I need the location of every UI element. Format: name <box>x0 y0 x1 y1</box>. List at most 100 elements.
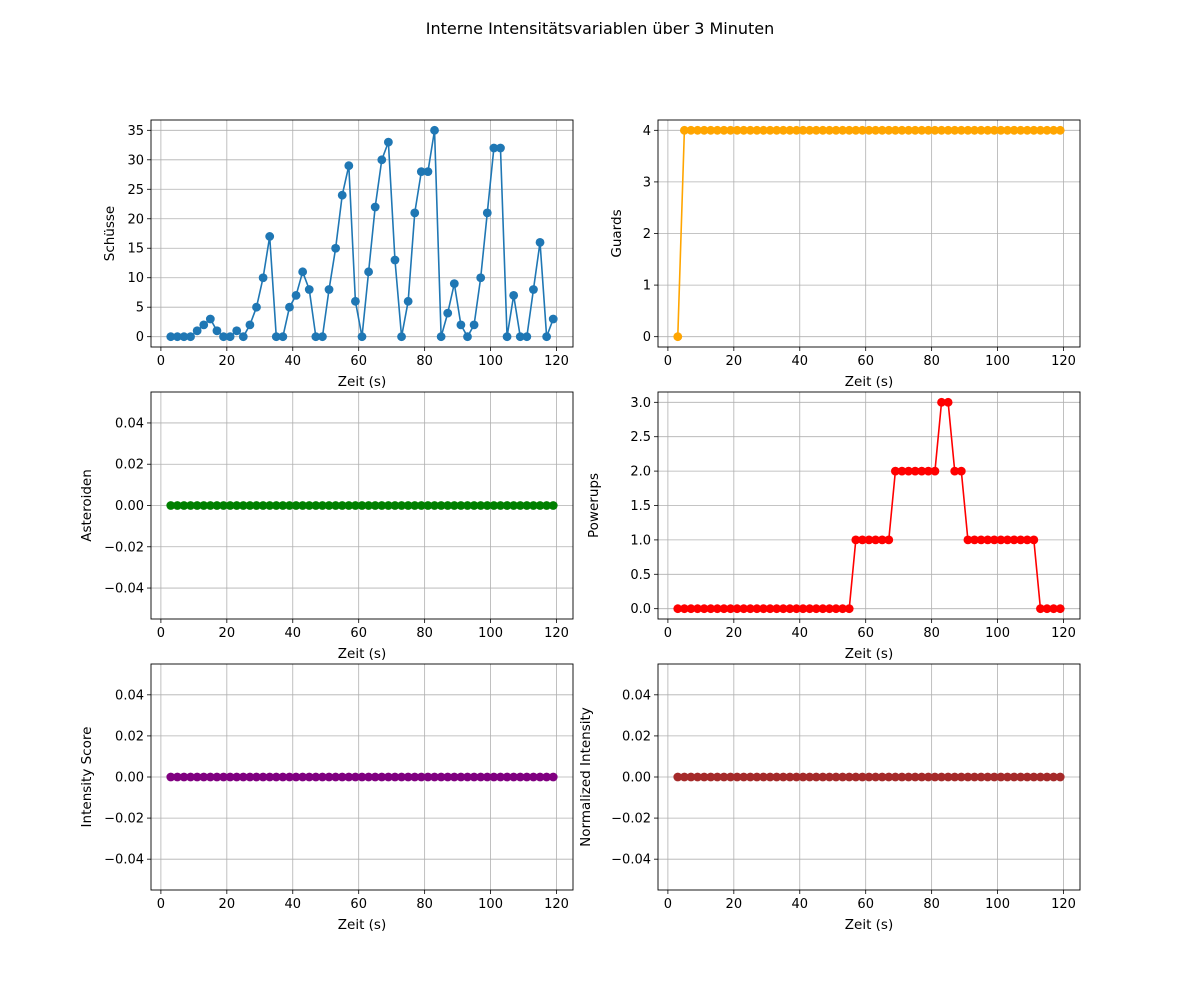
data-point <box>357 501 367 510</box>
x-tick-label: 20 <box>219 626 236 641</box>
data-point <box>1022 535 1032 545</box>
x-tick-label: 20 <box>726 626 743 641</box>
y-tick-label: 0.02 <box>622 729 651 744</box>
subplot-normalized-intensity: 0 20 40 60 80 100 120 −0.04 −0.02 0.00 0.02 0.04 Zei… <box>578 663 1081 933</box>
data-point <box>337 772 347 782</box>
data-point <box>324 285 334 294</box>
data-point <box>403 501 413 510</box>
data-point <box>739 772 749 782</box>
x-tick-label: 80 <box>416 354 433 369</box>
data-point <box>364 772 373 782</box>
data-point <box>1009 535 1019 545</box>
data-point <box>337 190 347 200</box>
data-point <box>930 466 940 476</box>
data-point <box>765 125 775 135</box>
data-point <box>403 772 413 782</box>
y-tick-label: 10 <box>127 271 144 286</box>
data-point <box>673 604 683 614</box>
y-axis-label: Asteroiden <box>79 469 95 542</box>
data-point <box>759 772 768 782</box>
data-point <box>370 772 380 782</box>
data-point <box>212 326 222 336</box>
data-point <box>238 332 248 342</box>
data-point <box>449 772 459 782</box>
data-point <box>937 772 946 782</box>
data-point <box>1036 604 1045 614</box>
data-point <box>1003 772 1012 782</box>
data-point <box>542 501 552 510</box>
data-point <box>956 125 966 135</box>
axes-frame <box>150 119 574 348</box>
data-point <box>1055 604 1065 614</box>
data-point <box>436 332 446 342</box>
data-point <box>238 501 248 510</box>
data-point <box>1022 772 1032 782</box>
data-point <box>910 125 920 135</box>
data-point <box>1036 772 1045 782</box>
data-point <box>983 535 993 545</box>
data-point <box>390 255 400 265</box>
data-point <box>1022 125 1032 135</box>
data-point <box>179 772 189 782</box>
axes-frame <box>657 119 1081 348</box>
data-point <box>679 772 689 782</box>
y-tick-label: −0.02 <box>104 540 144 555</box>
data-point <box>686 125 696 135</box>
subplot-powerups: 0 20 40 60 80 100 120 0.0 0.5 1.0 1.5 2.0 2.5 3.0 Zeit… <box>586 391 1081 662</box>
y-tick-label: 0.04 <box>622 688 651 703</box>
y-axis-label: Guards <box>609 209 625 257</box>
y-axis-label: Intensity Score <box>79 727 95 828</box>
data-point <box>252 501 261 510</box>
data-point <box>673 332 683 342</box>
data-point <box>686 604 696 614</box>
data-point <box>509 772 519 782</box>
data-point <box>897 466 907 476</box>
data-point <box>205 772 215 782</box>
data-point <box>344 772 354 782</box>
x-tick-label: 100 <box>985 354 1010 369</box>
data-point <box>318 332 327 342</box>
x-tick-label: 20 <box>726 354 743 369</box>
data-point <box>397 772 406 782</box>
data-point <box>1016 125 1026 135</box>
data-point <box>831 125 841 135</box>
data-point <box>1042 125 1052 135</box>
data-point <box>436 501 446 510</box>
data-point <box>364 501 373 510</box>
data-point <box>522 332 532 342</box>
data-point <box>752 604 762 614</box>
data-point <box>192 772 202 782</box>
data-point <box>166 332 176 342</box>
data-point <box>884 535 894 545</box>
data-point <box>1042 604 1052 614</box>
data-point <box>298 267 308 277</box>
y-tick-label: 5 <box>136 301 144 316</box>
data-point <box>831 772 841 782</box>
data-point <box>410 772 420 782</box>
data-point <box>844 604 854 614</box>
data-point <box>212 501 222 510</box>
data-point <box>199 320 209 330</box>
x-tick-label: 0 <box>157 354 165 369</box>
data-point <box>166 501 176 510</box>
data-point <box>383 501 393 510</box>
data-point <box>502 501 512 510</box>
data-point <box>838 125 848 135</box>
data-point <box>785 604 795 614</box>
data-point <box>542 772 552 782</box>
data-point <box>548 772 558 782</box>
y-tick-label: 2 <box>643 227 651 242</box>
data-point <box>712 604 722 614</box>
y-tick-label: 2.5 <box>630 430 651 445</box>
data-point <box>699 125 709 135</box>
x-tick-label: 80 <box>416 626 433 641</box>
y-tick-label: 0.02 <box>115 729 144 744</box>
data-point <box>778 125 788 135</box>
axes-frame <box>657 663 1081 891</box>
data-point <box>199 772 209 782</box>
data-point <box>752 125 762 135</box>
x-tick-label: 120 <box>1051 626 1076 641</box>
data-point <box>423 167 433 176</box>
data-point <box>476 772 486 782</box>
